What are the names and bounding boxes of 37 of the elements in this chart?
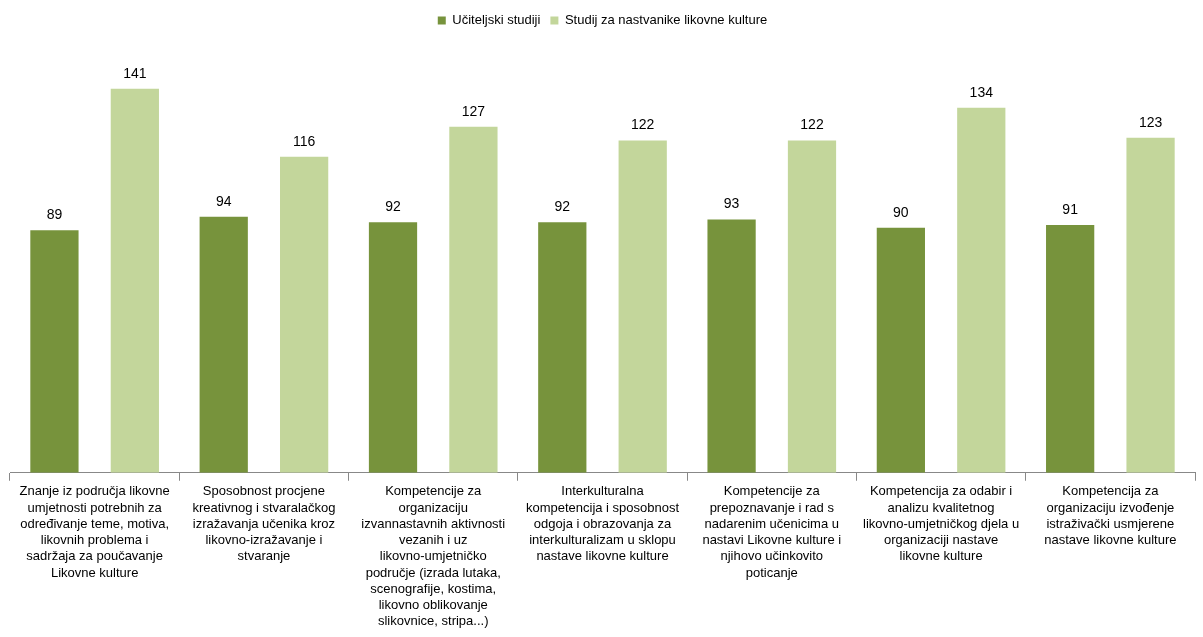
data-label: 93 — [723, 195, 740, 212]
x-tick-label: Kompetencija za organizaciju izvođenje istraživački usmjerene nastave likovne kulture — [1044, 483, 1177, 548]
bar — [110, 88, 159, 473]
x-tick-label: Sposobnost procjene kreativnog i stvaralačkog izražavanja učenika kroz likovno-izražavanje i stvaranje — [192, 483, 336, 564]
bar — [707, 219, 756, 473]
data-label: 141 — [123, 64, 147, 81]
x-tick-label: Kompetencija za odabir i analizu kvalitetnog likovno-umjetničkog djela u organizaciji nastave likovne kulture — [863, 483, 1020, 564]
data-label: 94 — [215, 192, 232, 209]
legend-label: Studij za nastvanike likovne kulture — [564, 12, 768, 28]
x-tick-label: Znanje iz područja likovne umjetnosti potrebnih za određivanje teme, motiva, likovnih problema i sadržaja za poučavanje Likovne kulture — [19, 483, 170, 580]
bar — [787, 140, 837, 473]
data-label: 127 — [461, 102, 486, 119]
bar — [280, 156, 329, 473]
bar — [538, 222, 587, 473]
bar — [368, 222, 418, 473]
bar — [876, 227, 925, 473]
x-tick-label: Interkulturalna kompetencija i sposobnost odgoja i obrazovanja za interkulturalizam u sklopu nastave likovne kulture — [525, 483, 680, 564]
bar — [199, 216, 248, 473]
x-tick-label: Kompetencije za prepoznavanje i rad s nadarenim učenicima u nastavi Likovne kulture i njihovo učinkovito poticanje — [702, 483, 842, 580]
data-label: 92 — [385, 198, 402, 215]
bar — [1126, 137, 1175, 473]
bar — [957, 107, 1006, 473]
data-label: 89 — [46, 206, 63, 223]
bar — [449, 126, 498, 473]
bar — [1046, 224, 1095, 473]
category-label: Kompetencije za organizaciju izvannastavnih aktivnosti vezanih i uz likovno-umjetničko područje (izrada lutaka, scenografije, kostima, likovno oblikovanje slikovnice, stripa...) — [361, 483, 506, 629]
data-label: 92 — [554, 198, 571, 215]
data-label: 116 — [292, 132, 316, 149]
bar — [618, 140, 667, 473]
data-label: 91 — [1062, 200, 1079, 217]
data-label: 123 — [1138, 113, 1163, 130]
data-label: 122 — [800, 116, 824, 133]
bar — [30, 230, 79, 473]
data-label: 122 — [631, 116, 655, 133]
data-label: 90 — [893, 203, 909, 220]
data-label: 134 — [969, 83, 994, 100]
legend-label: Učiteljski studiji — [452, 12, 541, 28]
